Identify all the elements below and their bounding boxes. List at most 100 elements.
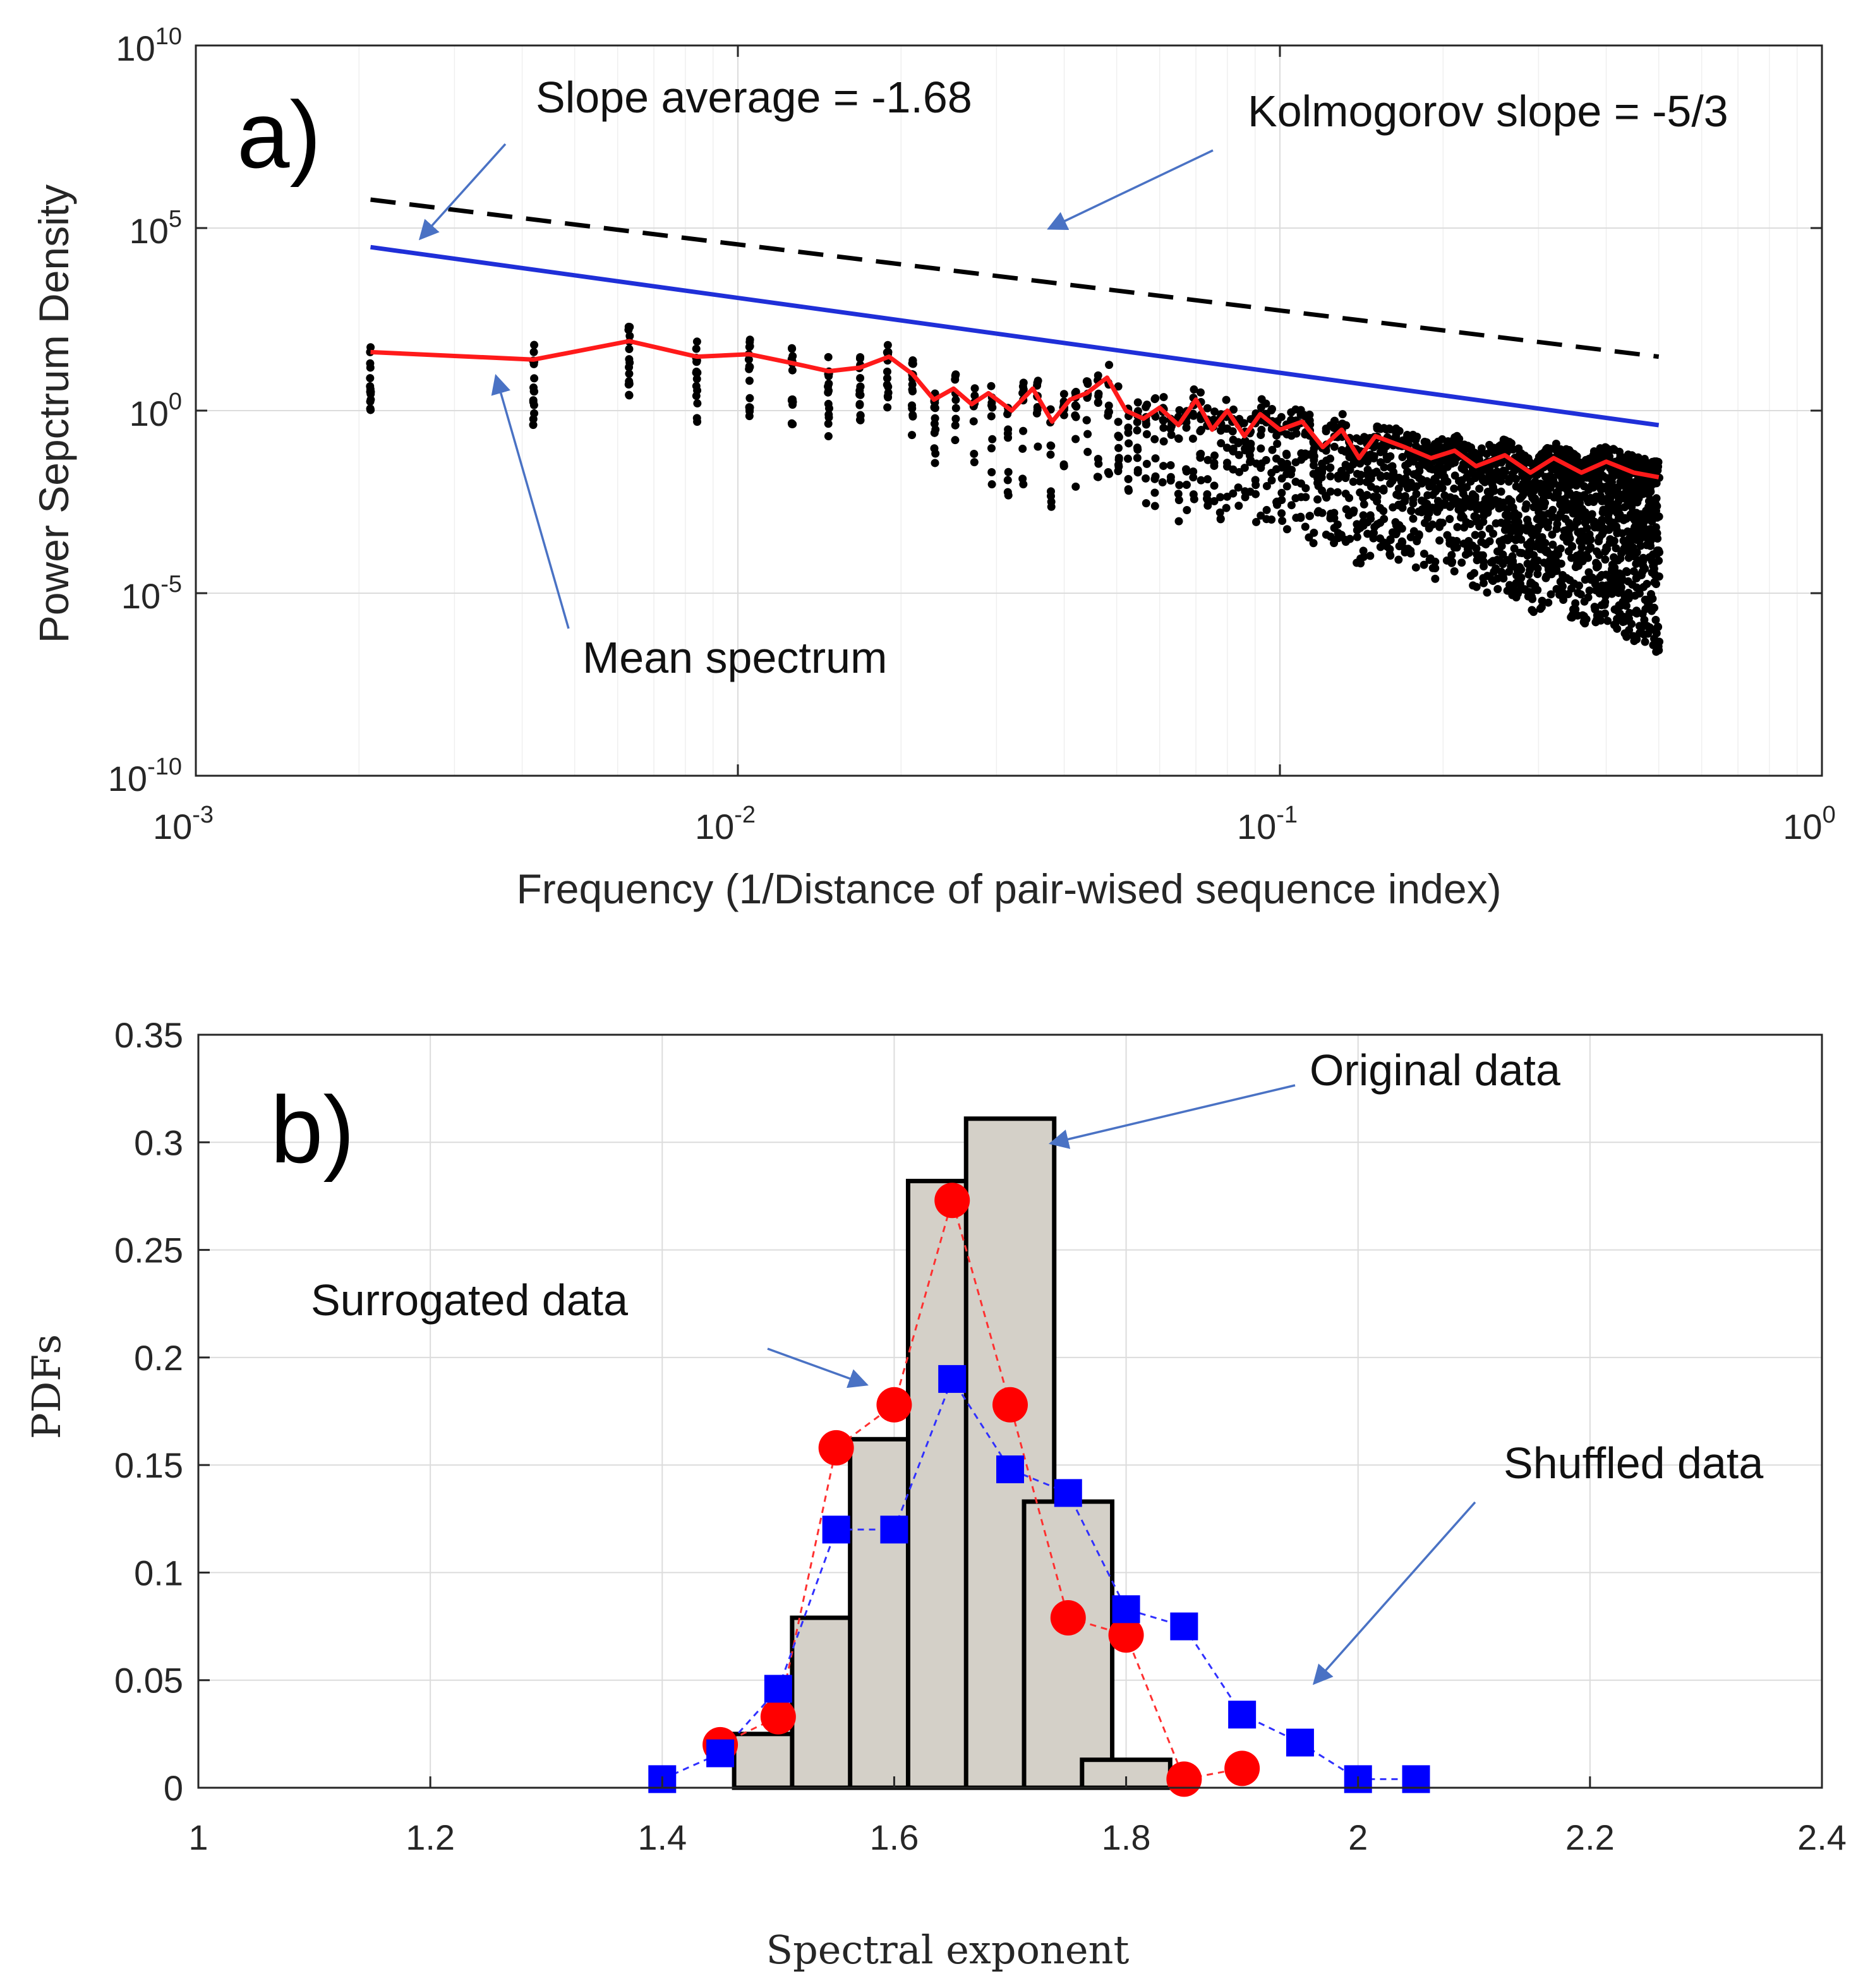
spectrum-point [1210,481,1219,490]
y-tick-label: 105 [130,206,182,251]
spectrum-point [1622,601,1631,610]
spectrum-point [1234,502,1243,510]
spectrum-point [1452,543,1461,552]
spectrum-point [1380,514,1389,523]
spectrum-point [1623,568,1632,577]
spectrum-point [1133,443,1142,452]
spectrum-point [1411,563,1420,572]
panel-b-x-ticks: 1 1.2 1.4 1.6 1.8 2 2.2 2.4 [188,1776,1847,1857]
spectrum-point [1455,435,1464,443]
spectrum-point [1151,454,1160,463]
spectrum-point [1046,441,1055,450]
spectrum-point [1568,542,1577,551]
spectrum-point [1301,484,1310,493]
spectrum-point [366,359,375,368]
y-tick-label: 0.2 [134,1338,183,1378]
spectrum-point [1151,472,1160,481]
arrow-shuffled-data [1312,1501,1476,1685]
spectrum-point [908,356,917,365]
spectrum-point [908,385,917,394]
spectrum-point [1641,637,1649,646]
spectrum-point [1565,534,1574,543]
original-data-bars [732,1116,1173,1790]
spectrum-point [951,421,960,430]
spectrum-point [1577,543,1586,551]
spectrum-point [1573,517,1582,526]
spectrum-point [788,419,797,428]
spectrum-point [1479,517,1488,526]
spectrum-point [1457,558,1466,567]
spectrum-point [745,364,754,373]
spectrum-point [1571,605,1580,614]
slope-average-line [370,244,1660,428]
spectrum-point [951,414,960,423]
spectrum-point [1386,452,1395,461]
spectrum-point [856,353,865,362]
kolmogorov-slope-line [370,197,1660,359]
surrogated-data-line [720,1196,1243,1781]
shuffled-data-marker [1054,1479,1082,1507]
spectrum-point [745,377,754,385]
spectrum-point [1175,406,1184,414]
spectrum-point [692,337,701,346]
spectrum-point [1189,467,1198,476]
spectrum-point [1047,502,1056,511]
surrogated-data-marker [876,1387,912,1423]
spectrum-point [1114,455,1123,464]
spectrum-point [1003,476,1012,485]
spectrum-point [1541,498,1550,507]
spectrum-point [1167,422,1176,431]
spectrum-point [1544,598,1553,607]
spectrum-point [1059,411,1068,419]
spectrum-point [1114,418,1123,426]
spectrum-point [1462,483,1471,491]
spectrum-point [1167,430,1176,439]
spectrum-point [1210,451,1219,460]
spectrum-point [824,432,833,441]
spectrum-point [1183,506,1191,515]
y-tick-label: 1010 [116,23,182,68]
spectrum-point [1282,449,1291,458]
spectrum-point [883,340,892,349]
spectrum-point [1150,435,1159,443]
spectrum-point [1654,457,1663,466]
spectrum-point [970,384,979,393]
spectrum-point [1556,544,1565,553]
spectrum-point [530,409,539,418]
spectrum-point [1196,454,1205,462]
spectrum-point [1632,635,1641,644]
spectrum-point [987,480,996,489]
spectrum-point [1197,476,1205,485]
spectrum-point [1174,490,1183,498]
spectrum-point [1471,531,1480,539]
spectrum-point [529,396,538,405]
spectrum-point [1612,544,1620,553]
spectrum-point [1241,493,1250,502]
panel-a-x-ticks: 10-3 10-2 10-1 100 [153,45,1836,846]
spectrum-point [951,404,960,413]
arrow-slope-average [418,143,507,241]
spectrum-point [529,359,538,368]
spectrum-point [1372,485,1381,494]
spectrum-point [1610,563,1619,572]
spectrum-point [1309,448,1318,457]
spectrum-point [745,394,754,402]
spectrum-point [1373,493,1382,502]
spectrum-point [1537,603,1546,611]
spectrum-point [1411,435,1420,444]
spectrum-point [1114,443,1123,452]
spectrum-point [1571,599,1580,608]
spectrum-point [1019,378,1028,387]
spectrum-point [1646,541,1655,550]
spectrum-point [1330,442,1339,451]
spectrum-point [1318,467,1327,476]
spectrum-point [625,391,634,400]
spectrum-point [1222,395,1231,404]
y-tick-label: 0.3 [134,1123,183,1162]
spectrum-point [1133,454,1142,462]
spectrum-point [1349,478,1358,486]
spectrum-point [1606,495,1615,503]
spectrum-point [1203,404,1212,413]
spectrum-point [1595,551,1603,560]
spectrum-point [1394,555,1403,564]
